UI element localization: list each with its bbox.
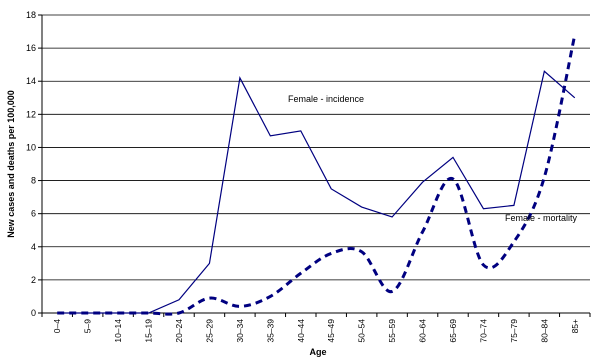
x-tick-label: 30–34 (235, 319, 245, 343)
y-tick-label: 6 (31, 209, 36, 219)
x-tick-label: 45–49 (326, 319, 336, 343)
y-tick-label: 12 (26, 109, 36, 119)
x-tick-label: 50–54 (357, 319, 367, 343)
series-lines (57, 34, 577, 316)
y-tick-label: 10 (26, 142, 36, 152)
y-tick-label: 2 (31, 275, 36, 285)
x-tick-label: 80–84 (539, 319, 549, 343)
y-axis-title: New cases and deaths per 100,000 (6, 90, 16, 238)
y-tick-label: 0 (31, 308, 36, 318)
x-tick-label: 60–64 (418, 319, 428, 343)
x-tick-label: 75–79 (509, 319, 519, 343)
axes (38, 14, 591, 317)
x-tick-label: 15–19 (144, 319, 154, 343)
y-tick-label: 14 (26, 76, 36, 86)
x-tick-labels: 0–4 5–9 10–14 15–19 20–24 25–29 30–34 35–39 40–4… (52, 319, 580, 343)
x-tick-label: 65–69 (448, 319, 458, 343)
x-tick-label: 25–29 (204, 319, 214, 343)
series-label-mortality: Female - mortality (505, 213, 578, 223)
y-tick-label: 4 (31, 242, 36, 252)
x-tick-label: 35–39 (265, 319, 275, 343)
x-tick-label: 0–4 (52, 319, 62, 333)
x-tick-label: 5–9 (83, 319, 93, 333)
y-tick-label: 18 (26, 10, 36, 20)
series-label-incidence: Female - incidence (288, 94, 364, 104)
y-tick-label: 8 (31, 176, 36, 186)
y-tick-labels: 0 2 4 6 8 10 12 14 16 18 (26, 10, 36, 318)
x-tick-label: 40–44 (296, 319, 306, 343)
x-tick-label: 85+ (570, 319, 580, 333)
x-tick-label: 55–59 (387, 319, 397, 343)
x-axis-title: Age (309, 347, 326, 357)
series-line-mortality (57, 34, 577, 316)
x-tick-label: 10–14 (113, 319, 123, 343)
x-tick-label: 70–74 (478, 319, 488, 343)
gridlines (42, 14, 590, 281)
y-tick-label: 16 (26, 43, 36, 53)
series-line-incidence (57, 70, 576, 314)
x-tick-label: 20–24 (174, 319, 184, 343)
series-labels: Female - incidence Female - mortality (288, 94, 578, 223)
